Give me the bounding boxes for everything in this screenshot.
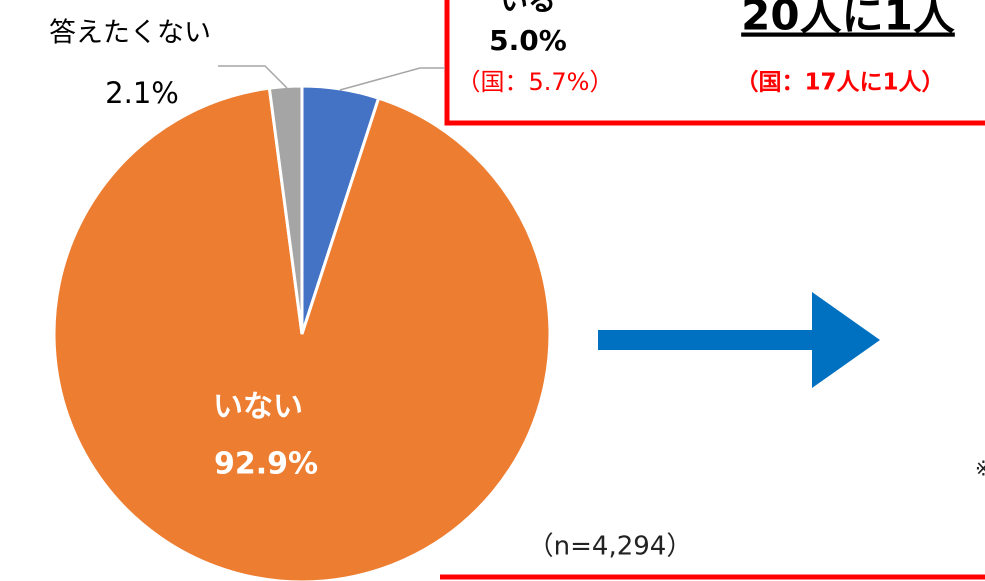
pie (52, 84, 552, 581)
national-rate: （国：5.7%） (457, 68, 614, 96)
ratio: 20人に1人 (741, 0, 955, 40)
note: ※ (975, 457, 985, 481)
highlight-box (444, 0, 985, 126)
national-ratio: （国：17人に1人） (735, 69, 944, 96)
label-category: いない (213, 390, 303, 425)
label-value: 92.9% (214, 447, 318, 482)
leader-line (218, 65, 288, 89)
label-value: 2.1% (105, 76, 179, 110)
arrow (598, 292, 880, 388)
label-category: いる (500, 0, 556, 17)
label-value: 5.0% (489, 24, 567, 57)
label-category: 答えたくない (49, 18, 211, 49)
leader-line (339, 67, 445, 91)
sample-size: （n=4,294） (528, 532, 693, 562)
